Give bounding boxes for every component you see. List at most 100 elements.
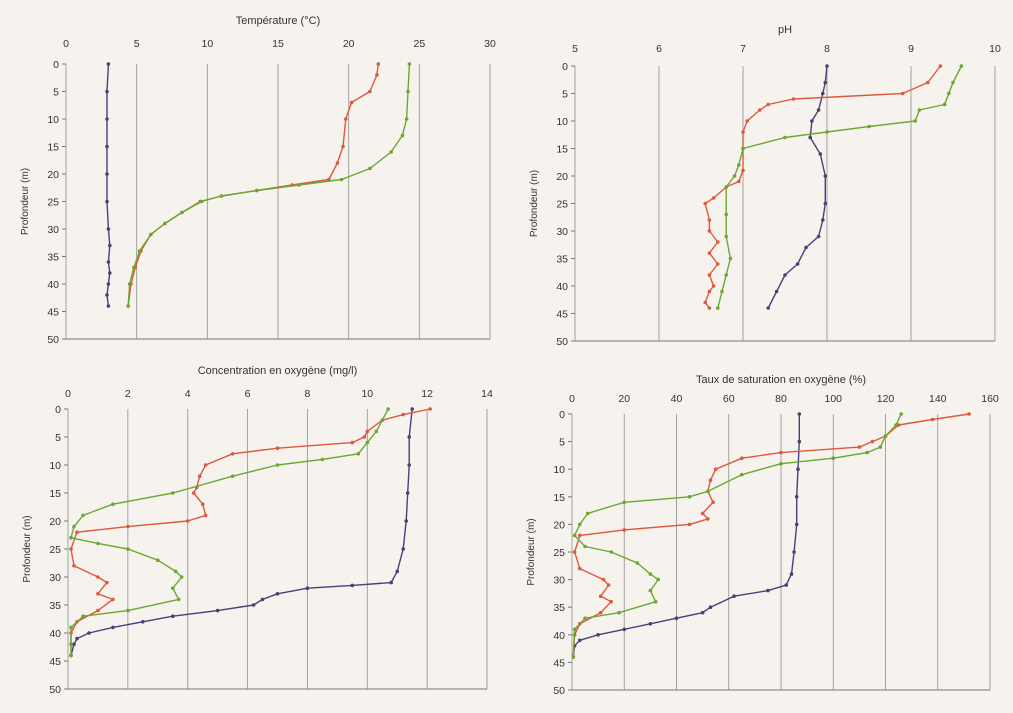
x-tick-label: 2 (125, 388, 131, 400)
data-point (401, 412, 406, 417)
y-tick-label: 25 (556, 199, 568, 211)
data-point (406, 89, 410, 94)
x-tick-label: 10 (201, 38, 213, 50)
data-point (648, 622, 653, 626)
y-tick-label: 30 (49, 572, 61, 584)
data-point (350, 440, 355, 445)
data-point (622, 500, 627, 505)
y-tick-label: 20 (553, 519, 565, 531)
data-point (883, 434, 888, 438)
data-point (816, 108, 821, 112)
data-point (622, 627, 627, 632)
x-tick-label: 6 (656, 43, 662, 55)
data-point (375, 73, 379, 77)
data-point (389, 150, 393, 154)
data-point (260, 597, 265, 602)
data-point (401, 547, 406, 551)
data-point (72, 642, 76, 646)
series-line-3 (70, 408, 389, 656)
data-point (106, 227, 111, 231)
data-point (108, 271, 112, 275)
data-point (653, 599, 658, 604)
data-point (865, 450, 869, 455)
data-point (716, 306, 720, 310)
x-tick-label: 60 (723, 393, 735, 405)
chart-title: Température (°C) (236, 15, 320, 27)
data-point (365, 440, 370, 445)
y-tick-label: 30 (553, 575, 565, 587)
data-point (740, 472, 744, 477)
y-tick-label: 45 (49, 656, 61, 668)
data-point (199, 199, 204, 204)
data-point (598, 610, 603, 615)
x-tick-label: 15 (272, 38, 284, 50)
data-point (571, 655, 576, 659)
data-point (75, 530, 79, 534)
data-point (741, 130, 745, 134)
y-tick-label: 0 (559, 409, 565, 421)
data-point (407, 62, 412, 66)
data-point (648, 572, 653, 576)
data-point (105, 293, 109, 297)
data-point (428, 407, 432, 411)
data-point (823, 201, 828, 206)
y-tick-label: 50 (49, 684, 61, 696)
data-point (732, 594, 736, 598)
data-point (251, 603, 256, 607)
data-point (203, 463, 208, 467)
y-tick-label: 45 (47, 307, 59, 319)
data-point (737, 163, 741, 167)
data-point (176, 597, 181, 602)
data-point (930, 417, 935, 422)
data-point (894, 423, 898, 427)
data-point (707, 306, 712, 310)
data-point (617, 610, 621, 615)
data-point (374, 429, 379, 434)
data-point (870, 439, 875, 444)
data-point (75, 636, 79, 641)
data-point (583, 616, 587, 620)
series-line-3 (127, 63, 411, 307)
data-point (395, 569, 400, 574)
data-point (708, 605, 713, 609)
data-point (784, 583, 788, 587)
data-point (200, 502, 205, 507)
data-point (707, 289, 712, 294)
y-tick-label: 5 (55, 432, 61, 444)
data-point (728, 256, 733, 261)
data-point (341, 144, 345, 149)
data-point (711, 284, 716, 288)
data-point (774, 289, 779, 294)
y-tick-label: 20 (556, 171, 568, 183)
data-point (105, 144, 109, 149)
data-point (149, 232, 153, 237)
series-line-2 (572, 413, 970, 657)
data-point (405, 491, 410, 495)
y-tick-label: 40 (49, 628, 61, 640)
x-tick-label: 20 (343, 38, 355, 50)
data-point (219, 194, 224, 198)
data-point (578, 638, 582, 643)
y-tick-label: 30 (556, 226, 568, 238)
data-point (724, 185, 728, 189)
data-point (609, 599, 613, 604)
x-tick-label: 140 (929, 393, 947, 405)
data-point (706, 489, 710, 494)
data-point (106, 304, 111, 308)
data-point (275, 463, 280, 467)
data-point (745, 119, 749, 123)
data-point (708, 478, 713, 483)
data-point (69, 625, 73, 630)
y-tick-label: 10 (49, 460, 61, 472)
data-point (572, 533, 577, 538)
data-point (126, 547, 130, 551)
data-point (180, 210, 184, 215)
series-line-1 (572, 414, 800, 657)
x-tick-label: 120 (877, 393, 895, 405)
data-point (823, 80, 828, 85)
data-point (585, 511, 590, 516)
data-point (572, 627, 577, 632)
data-point (648, 588, 653, 593)
data-point (967, 412, 971, 416)
x-tick-label: 7 (740, 43, 746, 55)
